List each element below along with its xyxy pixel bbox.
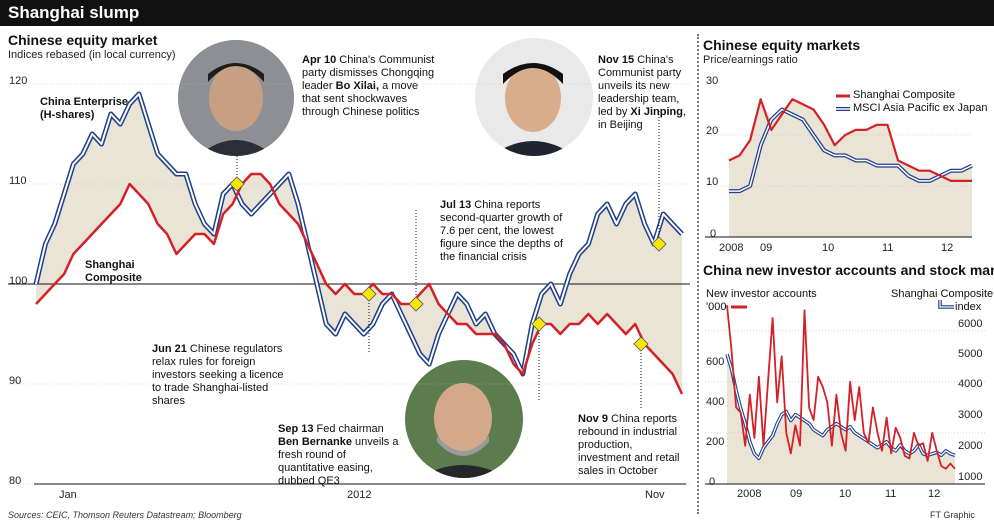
rb-ry-tick-1000: 1000 [958,471,983,483]
rb-left-axis-label-1: New investor accounts [706,288,817,300]
rb-y-tick-200: 200 [706,436,725,448]
x-tick-nov: Nov [645,489,665,501]
rb-legend-swatch-index-inner [939,300,954,308]
rb-accounts-line [726,305,956,470]
rb-x-tick-11: 11 [885,488,897,500]
rb-ry-tick-2000: 2000 [958,440,983,452]
marker-jun21 [361,286,377,302]
rb-x-tick-09: 09 [790,488,803,500]
left-chart-subtitle: Indices rebased (in local currency) [8,49,176,61]
rt-area-fill [729,99,972,237]
sources-note: Sources: CEIC, Thomson Reuters Datastrea… [8,510,242,520]
right-top-subtitle: Price/earnings ratio [703,54,798,66]
rb-legend-swatch-index-outer [938,300,954,309]
series-label-ce-1: China Enterprise [40,96,129,108]
rb-ry-tick-3000: 3000 [958,409,983,421]
left-chart [8,83,690,485]
right-bottom-chart [705,300,985,485]
rt-y-tick-20: 20 [706,125,719,137]
ben-bernanke-photo [405,360,523,478]
rb-y-tick-600: 600 [706,356,725,368]
rt-x-tick-10: 10 [822,242,835,254]
rb-ry-tick-6000: 6000 [958,318,983,330]
rt-shanghai-line [728,98,972,182]
annotation-sep13: Sep 13 Fed chairman Ben Bernanke unveils… [278,423,399,487]
y-tick-110: 110 [9,175,27,187]
marker-nov9 [633,336,649,352]
china-enterprise-line-inner [35,93,683,375]
x-tick-2012: 2012 [347,489,372,501]
left-chart-title: Chinese equity market [8,32,158,48]
rt-x-tick-11: 11 [882,242,894,254]
rt-x-tick-09: 09 [760,242,773,254]
annotation-jun21: Jun 21 Chinese regulators relax rules fo… [152,343,284,407]
rb-x-tick-10: 10 [839,488,852,500]
panel-divider [697,34,699,514]
annotation-apr10: Apr 10 China's Communist party dismisses… [302,54,435,118]
y-tick-80: 80 [9,475,22,487]
bo-xilai-photo [178,40,294,156]
marker-jul13 [408,296,424,312]
rb-y-tick-400: 400 [706,396,725,408]
rb-right-axis-label-1: Shanghai Composite [891,288,994,300]
rt-x-tick-12: 12 [941,242,954,254]
rb-area-fill [727,354,955,484]
rb-right-axis-label-2: index [955,301,982,313]
rt-legend-shanghai: Shanghai Composite [853,89,956,101]
rb-ry-tick-4000: 4000 [958,378,983,390]
rb-x-tick-2008: 2008 [737,488,762,500]
shanghai-line [35,172,684,395]
x-tick-jan: Jan [59,489,77,501]
right-top-chart [705,94,973,238]
annotation-nov15: Nov 15 China's Communist party unveils i… [598,54,687,131]
series-label-ce-2: (H-shares) [40,109,95,121]
marker-apr10 [229,176,245,192]
right-top-title: Chinese equity markets [703,37,861,53]
xi-jinping-photo [475,38,593,156]
annotation-jul13: Jul 13 China reports second-quarter grow… [440,199,563,263]
y-tick-120: 120 [9,75,28,87]
series-label-sh-1: Shanghai [85,259,135,271]
y-tick-90: 90 [9,375,22,387]
rt-x-tick-2008: 2008 [719,242,744,254]
rb-left-axis-label-2: '000 [706,301,727,313]
rt-y-tick-10: 10 [706,176,719,188]
rb-x-tick-12: 12 [928,488,941,500]
marker-nov15 [651,236,667,252]
rb-ry-tick-5000: 5000 [958,348,983,360]
rt-y-tick-0: 0 [710,228,717,240]
rt-legend-msci: MSCI Asia Pacific ex Japan [853,102,988,114]
marker-sep13 [531,316,547,332]
annotation-nov9: Nov 9 China reports rebound in industria… [578,413,680,477]
rb-y-tick-0: 0 [709,476,716,488]
rt-y-tick-30: 30 [706,75,719,87]
right-bottom-title: China new investor accounts and stock ma… [703,262,994,278]
series-label-sh-2: Composite [85,272,142,284]
ft-credit: FT Graphic [930,510,975,520]
page-title: Shanghai slump [0,0,994,26]
